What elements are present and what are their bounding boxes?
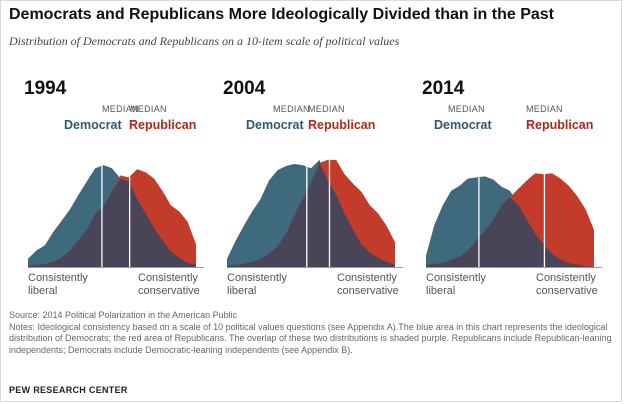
chart-title: Democrats and Republicans More Ideologic… [9,6,555,23]
overlap-distribution-area [227,163,395,267]
median-dem-word: MEDIAN [448,104,485,114]
median-dem-word: MEDIAN [273,104,310,114]
panel-year: 1994 [24,78,67,99]
panel-2004: 2004 MEDIAN Democrat MEDIAN Republican C… [223,64,413,304]
panel-1994: 1994 MEDIAN Democrat MEDIAN Republican C… [24,64,214,304]
distribution-plot-2014 [426,120,602,268]
median-rep-word: MEDIAN [130,104,167,114]
chart-subtitle: Distribution of Democrats and Republican… [9,34,400,48]
right-axis-label: Consistently conservative [337,272,399,297]
median-rep-word: MEDIAN [526,104,563,114]
chart-footer: Source: 2014 Political Polarization in t… [9,310,613,356]
left-axis-label: Consistently liberal [426,272,486,297]
panel-year: 2004 [223,78,266,99]
source-note: Source: 2014 Political Polarization in t… [9,310,238,320]
median-dem-label: Democrat [434,118,492,132]
overlap-distribution-area [28,178,196,267]
median-dem-label: Democrat [64,118,122,132]
median-rep-label: Republican [526,118,594,132]
panel-2014: 2014 MEDIAN Democrat MEDIAN Republican C… [422,64,612,304]
overlap-distribution-area [426,197,594,267]
notes-text: Notes: Ideological consistency based on … [9,321,612,355]
median-dem-word: MEDIAN [102,104,139,114]
distribution-plot-2004 [227,120,403,268]
left-axis-label: Consistently liberal [227,272,287,297]
median-rep-word: MEDIAN [308,104,345,114]
organization-credit: PEW RESEARCH CENTER [9,385,128,395]
panel-year: 2014 [422,78,465,99]
left-axis-label: Consistently liberal [28,272,88,297]
distribution-plot-1994 [28,120,204,268]
right-axis-label: Consistently conservative [536,272,598,297]
median-rep-label: Republican [308,118,376,132]
median-rep-label: Republican [129,118,197,132]
right-axis-label: Consistently conservative [138,272,200,297]
median-dem-label: Democrat [246,118,304,132]
